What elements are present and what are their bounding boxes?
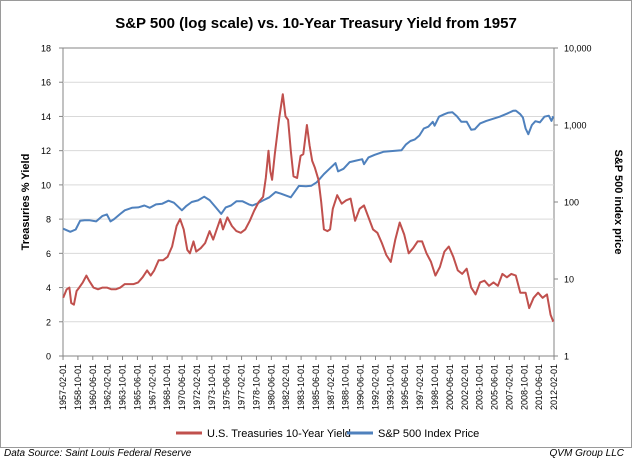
x-tick-label: 2010-06-01	[534, 364, 544, 410]
x-tick-label: 1968-10-01	[162, 364, 172, 410]
x-tick-label: 1992-02-01	[370, 364, 380, 410]
chart-frame: S&P 500 (log scale) vs. 10-Year Treasury…	[0, 0, 632, 448]
x-tick-label: 1998-10-01	[430, 364, 440, 410]
x-tick-label: 1962-02-01	[103, 364, 113, 410]
left-tick-label: 6	[46, 249, 51, 259]
x-tick-label: 1987-02-01	[326, 364, 336, 410]
left-tick-label: 2	[46, 317, 51, 327]
right-tick-label: 10	[564, 275, 574, 285]
x-axis: 1957-02-01 1958-10-01 1960-06-01 1962-02-01…	[58, 356, 559, 410]
x-tick-label: 1995-06-01	[400, 364, 410, 410]
left-tick-label: 12	[41, 146, 51, 156]
x-tick-label: 1993-10-01	[385, 364, 395, 410]
x-tick-label: 1997-02-01	[415, 364, 425, 410]
x-tick-label: 1973-10-01	[207, 364, 217, 410]
x-tick-label: 1957-02-01	[58, 364, 68, 410]
right-tick-label: 1,000	[564, 121, 587, 131]
data-source-note: Data Source: Saint Louis Federal Reserve	[4, 448, 192, 459]
x-tick-label: 1988-10-01	[341, 364, 351, 410]
left-tick-label: 4	[46, 283, 51, 293]
x-tick-label: 1975-06-01	[222, 364, 232, 410]
x-tick-label: 1983-10-01	[296, 364, 306, 410]
sp500-series-line	[62, 109, 555, 233]
left-tick-label: 8	[46, 215, 51, 225]
x-tick-label: 2008-10-01	[519, 364, 529, 410]
x-tick-label: 1990-06-01	[356, 364, 366, 410]
chart-title: S&P 500 (log scale) vs. 10-Year Treasury…	[115, 15, 517, 32]
legend-label-sp500: S&P 500 Index Price	[378, 428, 479, 440]
x-tick-label: 1965-06-01	[132, 364, 142, 410]
x-tick-label: 2007-02-01	[504, 364, 514, 410]
left-tick-label: 10	[41, 180, 51, 190]
left-tick-label: 0	[46, 352, 51, 362]
right-axis-label: S&P 500 index price	[612, 150, 624, 255]
x-tick-label: 1977-02-01	[237, 364, 247, 410]
x-tick-label: 1967-02-01	[147, 364, 157, 410]
x-tick-label: 2012-02-01	[549, 364, 559, 410]
x-tick-label: 1972-02-01	[192, 364, 202, 410]
legend: U.S. Treasuries 10-Year Yield S&P 500 In…	[176, 428, 479, 440]
left-axis-label: Treasuries % Yield	[20, 154, 32, 251]
legend-label-treasury: U.S. Treasuries 10-Year Yield	[207, 428, 351, 440]
right-axis: 1 10 100 1,000 10,000	[554, 44, 592, 362]
left-axis: 0 2 4 6 8 10 12 14 16 18	[41, 44, 63, 362]
x-tick-label: 2005-06-01	[490, 364, 500, 410]
credit-note: QVM Group LLC	[549, 448, 624, 459]
x-tick-label: 1985-06-01	[311, 364, 321, 410]
left-tick-label: 14	[41, 112, 51, 122]
left-tick-label: 18	[41, 44, 51, 54]
x-tick-label: 1970-06-01	[177, 364, 187, 410]
x-tick-label: 2003-10-01	[475, 364, 485, 410]
x-tick-label: 2002-02-01	[460, 364, 470, 410]
x-tick-label: 1963-10-01	[118, 364, 128, 410]
right-tick-label: 1	[564, 352, 569, 362]
x-tick-label: 1982-02-01	[281, 364, 291, 410]
x-tick-label: 1958-10-01	[73, 364, 83, 410]
right-tick-label: 10,000	[564, 44, 592, 54]
x-tick-label: 2000-06-01	[445, 364, 455, 410]
treasury-series-line	[62, 93, 555, 323]
x-tick-label: 1980-06-01	[266, 364, 276, 410]
chart: S&P 500 (log scale) vs. 10-Year Treasury…	[20, 15, 624, 440]
left-tick-label: 16	[41, 78, 51, 88]
gridlines	[63, 81, 554, 323]
plot-area	[62, 47, 555, 357]
right-tick-label: 100	[564, 198, 579, 208]
x-tick-label: 1960-06-01	[88, 364, 98, 410]
x-tick-label: 1978-10-01	[251, 364, 261, 410]
